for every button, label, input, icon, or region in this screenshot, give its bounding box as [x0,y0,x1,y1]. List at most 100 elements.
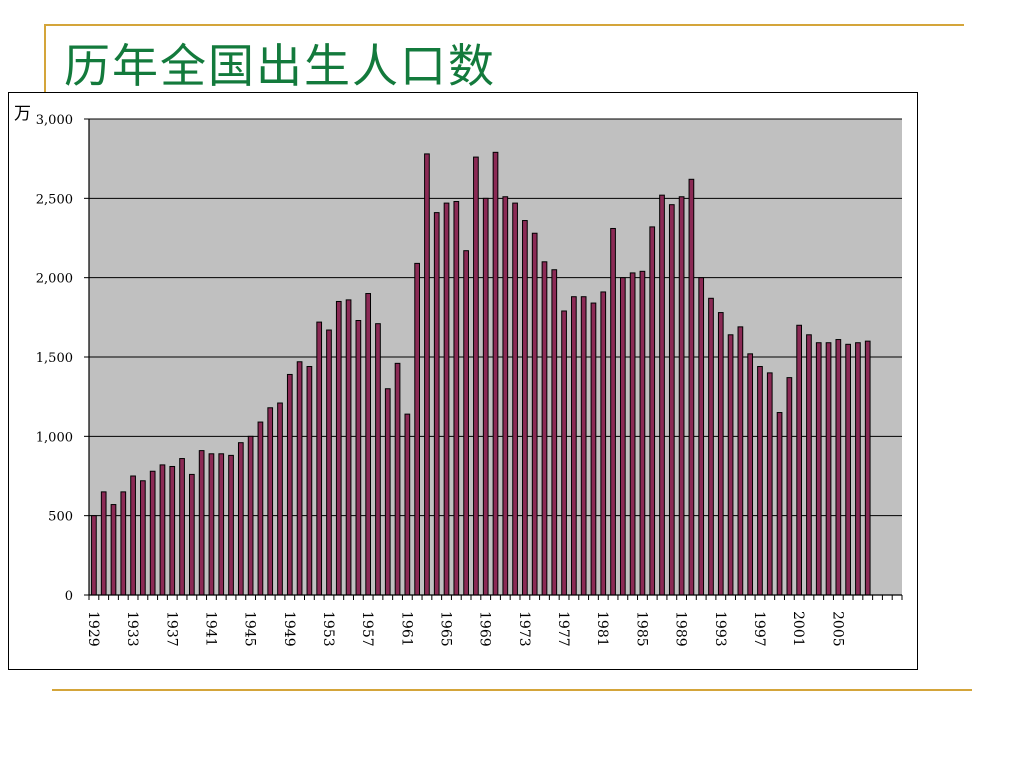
bar-1986 [649,226,656,596]
bar-1941 [208,453,215,596]
bar-1957 [365,293,372,596]
bar-1992 [708,297,714,596]
bar-1990 [688,178,695,596]
bar-1967 [463,250,469,596]
bar-1953 [326,329,332,596]
title-vertical-rule [44,24,46,94]
bar-1991 [698,277,705,596]
y-tick-label-3000: 3,000 [36,113,73,128]
bar-1966 [453,201,460,596]
bar-2008 [864,340,871,596]
x-tick-label-1973: 1973 [516,611,532,647]
bar-1988 [668,204,675,596]
bar-1946 [257,421,264,596]
bar-1955 [345,299,352,596]
x-tick-label-1993: 1993 [712,611,728,647]
bar-1995 [737,326,744,596]
x-tick-label-1981: 1981 [594,611,610,647]
bar-1934 [140,480,146,596]
bar-2007 [855,342,861,596]
bar-1996 [747,353,754,596]
bar-1982 [610,227,616,596]
bar-1968 [473,156,479,596]
bar-1976 [551,269,558,596]
y-tick-label-2500: 2,500 [36,192,73,207]
x-tick-label-1997: 1997 [751,611,767,647]
bar-1951 [306,366,313,596]
y-tick-label-1000: 1,000 [36,430,73,445]
x-tick-label-1937: 1937 [163,611,179,647]
bar-1987 [659,194,665,596]
bottom-rule [52,689,972,691]
top-rule [44,24,964,26]
bar-2006 [845,343,851,596]
bar-1979 [580,296,587,596]
bar-1993 [717,312,724,596]
bar-1999 [776,412,783,596]
bar-1971 [502,196,509,596]
bar-1933 [130,475,136,596]
bar-1970 [492,151,499,596]
x-tick-label-1965: 1965 [438,611,454,647]
bar-1947 [267,407,274,596]
bar-1942 [218,453,225,596]
bar-1997 [757,366,763,596]
bar-2004 [825,342,832,596]
y-tick-label-1500: 1,500 [36,351,73,366]
bar-1964 [433,212,440,596]
bar-1948 [277,402,283,596]
x-tick-label-1989: 1989 [673,611,689,647]
x-tick-label-1929: 1929 [85,611,101,647]
x-tick-label-1949: 1949 [281,611,297,647]
bar-1994 [727,334,734,596]
bars [91,151,871,596]
bar-1940 [198,450,205,596]
bar-1960 [394,362,401,596]
bar-1978 [571,296,577,596]
bar-1954 [335,300,342,596]
bar-2000 [786,377,793,596]
bar-1972 [512,202,518,596]
x-tick-label-2001: 2001 [790,611,806,647]
bar-1963 [424,153,430,596]
x-tick-label-1953: 1953 [320,611,336,647]
y-tick-label-500: 500 [48,510,73,525]
bar-1974 [531,232,538,596]
bar-1935 [149,470,156,596]
bar-1939 [188,473,195,596]
bar-1959 [384,388,391,596]
bar-1938 [179,458,185,596]
bar-1998 [766,372,773,596]
bar-1975 [541,261,548,596]
bar-1965 [443,202,450,596]
bar-1977 [561,310,567,596]
bar-2003 [815,342,822,596]
x-tick-label-1985: 1985 [633,611,649,647]
bar-1958 [375,323,381,596]
bar-1952 [316,321,323,596]
x-tick-label-1957: 1957 [359,611,375,647]
y-axis-unit-label: 万 [14,104,31,124]
bar-1932 [120,491,127,596]
bar-1980 [590,302,597,596]
bar-1984 [629,272,636,596]
bar-1950 [296,361,303,596]
bar-1973 [522,220,528,596]
bar-1956 [355,320,362,596]
chart-frame: 0 500 1,000 1,500 2,000 2,500 3,000 1929 1933 19… [8,92,918,670]
x-tick-label-1969: 1969 [477,611,493,647]
bar-1937 [169,465,176,596]
x-tick-label-2005: 2005 [829,611,845,647]
y-tick-label-0: 0 [65,589,73,604]
bar-2002 [806,334,812,596]
y-tick-label-2000: 2,000 [36,272,73,287]
bar-1936 [159,464,166,596]
bar-1985 [639,270,646,596]
x-tick-label-1945: 1945 [242,611,258,647]
bar-1989 [678,196,685,596]
axes [84,118,903,600]
bar-1930 [100,491,107,596]
bar-1961 [404,413,411,596]
x-tick-labels: 1929 1933 1937 1941 1945 1949 1953 1957 1961 1965… [85,611,845,647]
